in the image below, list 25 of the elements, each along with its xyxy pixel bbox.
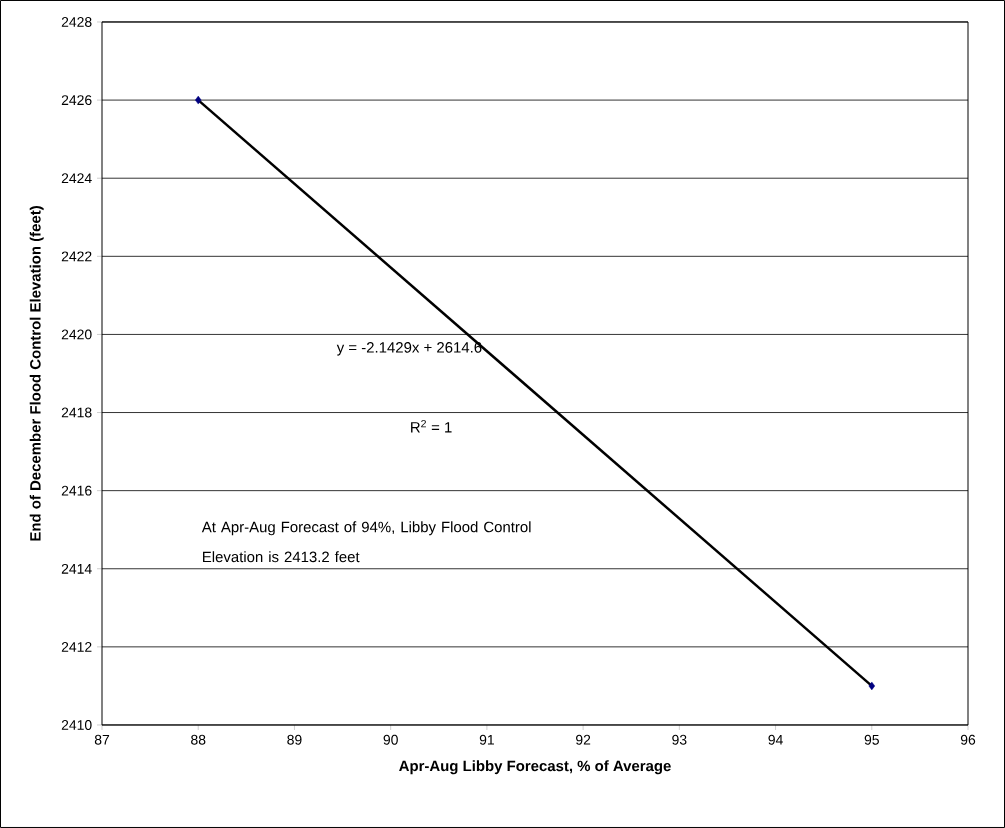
x-tick-label: 93: [672, 734, 687, 745]
x-tick-label: 94: [768, 734, 783, 745]
x-tick-label: 89: [287, 734, 302, 745]
y-tick-label: 2410: [61, 720, 92, 730]
x-tick-label: 96: [960, 734, 976, 745]
y-axis-title: End of December Flood Control Elevation (feet): [29, 206, 44, 541]
y-tick-label: 2422: [61, 251, 92, 262]
x-tick-label: 87: [94, 734, 110, 745]
x-tick-label: 91: [479, 734, 494, 745]
x-tick-label: 95: [864, 734, 879, 745]
x-tick-label: 88: [191, 734, 206, 745]
y-tick-label: 2426: [61, 95, 92, 106]
annotation: y = -2.1429x + 2614.6: [336, 342, 482, 356]
y-tick-label: 2418: [61, 407, 92, 418]
y-tick-label: 2428: [61, 17, 92, 27]
annotation: At Apr-Aug Forecast of 94%, Libby Flood Control Elevation is 2413.2 feet: [201, 521, 531, 563]
y-tick-label: 2424: [61, 173, 92, 184]
y-tick-label: 2416: [61, 485, 92, 496]
y-tick-label: 2420: [61, 329, 92, 340]
x-axis-title: Apr-Aug Libby Forecast, % of Average: [399, 760, 671, 775]
y-tick-label: 2414: [61, 563, 92, 574]
y-tick-label: 2412: [61, 641, 92, 652]
annotation: R$^{2}$ = 1: [411, 419, 452, 433]
x-tick-label: 90: [383, 734, 398, 745]
x-tick-label: 92: [576, 734, 591, 745]
